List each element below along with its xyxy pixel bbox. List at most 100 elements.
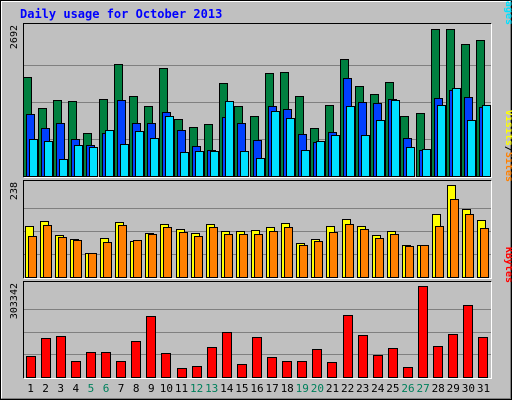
bar-sites-24 xyxy=(375,238,384,278)
x-tick-label: 16 xyxy=(250,382,263,395)
panel-kbytes: 303342 KBytes xyxy=(9,247,512,379)
bar-kbytes-8 xyxy=(131,341,141,378)
x-tick-label: 6 xyxy=(103,382,110,395)
bar-sites-10 xyxy=(163,227,172,278)
x-tick-label: 31 xyxy=(477,382,490,395)
panel-legend: KBytes xyxy=(503,247,512,283)
bar-kbytes-9 xyxy=(146,316,156,378)
bar-pages-31 xyxy=(482,105,491,177)
bar-sites-8 xyxy=(133,240,142,278)
bar-sites-1 xyxy=(28,236,37,278)
bar-pages-20 xyxy=(316,141,325,177)
bar-kbytes-22 xyxy=(343,315,353,378)
x-tick-label: 8 xyxy=(133,382,140,395)
bar-sites-31 xyxy=(480,228,489,278)
bar-kbytes-4 xyxy=(71,361,81,378)
x-tick-label: 30 xyxy=(462,382,475,395)
x-tick-label: 27 xyxy=(416,382,429,395)
x-tick-label: 29 xyxy=(447,382,460,395)
bar-pages-10 xyxy=(165,116,174,177)
bar-sites-3 xyxy=(58,237,67,278)
x-tick-label: 4 xyxy=(72,382,79,395)
panel-border-light xyxy=(23,23,492,178)
bar-pages-23 xyxy=(361,135,370,177)
bar-kbytes-6 xyxy=(101,352,111,378)
x-tick-label: 9 xyxy=(148,382,155,395)
bar-sites-28 xyxy=(435,226,444,278)
bar-kbytes-2 xyxy=(41,338,51,378)
bar-sites-27 xyxy=(420,245,429,278)
x-tick-label: 7 xyxy=(118,382,125,395)
bar-kbytes-31 xyxy=(478,337,488,378)
bar-sites-17 xyxy=(269,231,278,278)
bar-pages-30 xyxy=(467,120,476,177)
bar-kbytes-26 xyxy=(403,367,413,378)
legend-visits: Visits xyxy=(503,110,512,146)
bar-kbytes-10 xyxy=(161,353,171,378)
bar-kbytes-19 xyxy=(297,361,307,378)
bar-pages-12 xyxy=(195,151,204,177)
bar-sites-11 xyxy=(179,232,188,278)
bar-kbytes-12 xyxy=(192,366,202,378)
bar-sites-30 xyxy=(465,214,474,278)
legend-kbytes: KBytes xyxy=(503,247,512,283)
x-tick-label: 1 xyxy=(27,382,34,395)
bar-sites-9 xyxy=(148,234,157,278)
bar-pages-22 xyxy=(346,106,355,177)
bar-pages-25 xyxy=(391,100,400,177)
panel-legend: Visits/Sites xyxy=(503,110,512,182)
bar-pages-16 xyxy=(256,158,265,177)
bar-sites-2 xyxy=(43,225,52,278)
bar-sites-18 xyxy=(284,227,293,278)
x-tick-label: 2 xyxy=(42,382,49,395)
x-tick-label: 3 xyxy=(57,382,64,395)
panel-visits_sites: 238 Visits/Sites xyxy=(9,110,512,279)
bar-pages-9 xyxy=(150,138,159,177)
bar-kbytes-7 xyxy=(116,361,126,378)
bar-sites-5 xyxy=(88,253,97,278)
bar-sites-29 xyxy=(450,199,459,278)
x-tick-label: 23 xyxy=(356,382,369,395)
bar-sites-26 xyxy=(405,246,414,278)
bar-pages-1 xyxy=(29,139,38,177)
bar-kbytes-1 xyxy=(26,356,36,378)
panel-border-dark xyxy=(23,180,492,279)
chart-title: Daily usage for October 2013 xyxy=(20,7,222,21)
bar-kbytes-28 xyxy=(433,346,443,378)
bar-sites-13 xyxy=(209,227,218,278)
bar-kbytes-13 xyxy=(207,347,217,378)
bar-pages-24 xyxy=(376,120,385,177)
bar-pages-6 xyxy=(105,130,114,177)
bar-kbytes-23 xyxy=(358,335,368,378)
bar-kbytes-3 xyxy=(56,336,66,378)
bar-kbytes-17 xyxy=(267,357,277,378)
panel-border-light xyxy=(23,180,492,279)
x-tick-label: 28 xyxy=(432,382,445,395)
bar-sites-14 xyxy=(224,234,233,278)
x-tick-label: 12 xyxy=(190,382,203,395)
x-tick-label: 24 xyxy=(371,382,385,395)
bar-pages-4 xyxy=(74,145,83,177)
bar-sites-15 xyxy=(239,234,248,278)
bar-pages-3 xyxy=(59,159,68,177)
x-tick-label: 19 xyxy=(296,382,309,395)
x-tick-label: 14 xyxy=(220,382,234,395)
bar-kbytes-5 xyxy=(86,352,96,378)
bar-sites-6 xyxy=(103,242,112,278)
x-tick-label: 15 xyxy=(235,382,248,395)
bar-pages-17 xyxy=(271,111,280,177)
x-tick-label: 13 xyxy=(205,382,218,395)
x-tick-label: 26 xyxy=(401,382,414,395)
bar-pages-15 xyxy=(240,151,249,177)
x-tick-label: 17 xyxy=(265,382,278,395)
bar-pages-14 xyxy=(225,101,234,177)
bar-kbytes-16 xyxy=(252,337,262,378)
panel-legend: Hits/Files/Pages xyxy=(503,0,512,25)
legend-separator: / xyxy=(503,146,512,152)
x-tick-label: 18 xyxy=(281,382,294,395)
panel-border-dark xyxy=(23,281,492,379)
chart-bevel-light xyxy=(1,1,511,399)
bar-kbytes-25 xyxy=(388,348,398,378)
